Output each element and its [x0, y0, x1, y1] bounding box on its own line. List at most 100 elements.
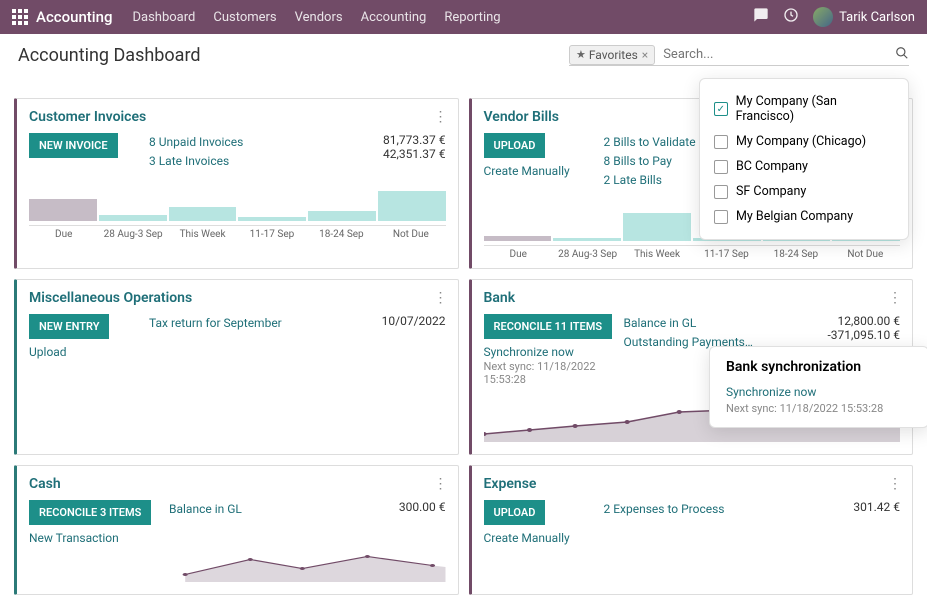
search-input[interactable] [661, 44, 895, 65]
new-transaction-link[interactable]: New Transaction [29, 531, 119, 545]
star-icon: ★ [576, 48, 586, 61]
page-title: Accounting Dashboard [18, 45, 201, 66]
company-option[interactable]: My Belgian Company [714, 204, 894, 229]
bar [623, 213, 691, 241]
axis-label: This Week [168, 229, 237, 240]
bar [238, 217, 306, 221]
new-invoice-button[interactable]: NEW INVOICE [29, 133, 118, 158]
card-cash: ⋮ Cash RECONCILE 3 ITEMS New Transaction… [14, 465, 459, 595]
axis-label: 11-17 Sep [692, 249, 761, 260]
invoices-barchart [29, 185, 446, 221]
company-label: My Belgian Company [736, 209, 853, 224]
bar [553, 238, 621, 241]
checkbox-icon[interactable] [714, 210, 728, 224]
company-label: BC Company [736, 159, 808, 174]
card-title: Cash [29, 476, 446, 492]
company-option[interactable]: ✓ My Company (San Francisco) [714, 89, 894, 129]
axis-label: Not Due [831, 249, 900, 260]
company-option[interactable]: My Company (Chicago) [714, 129, 894, 154]
bar [29, 199, 97, 221]
bank-sync-popup: Bank synchronization Synchronize now Nex… [709, 346, 927, 428]
company-option[interactable]: SF Company [714, 179, 894, 204]
activity-icon[interactable] [783, 7, 799, 27]
expense-upload-button[interactable]: UPLOAD [484, 500, 546, 525]
user-avatar[interactable] [813, 7, 833, 27]
axis-label: This Week [622, 249, 691, 260]
axis-label: Due [29, 229, 98, 240]
card-misc-operations: ⋮ Miscellaneous Operations NEW ENTRY Upl… [14, 279, 459, 455]
card-title: Miscellaneous Operations [29, 290, 446, 306]
outstanding-amount: -371,095.10 € [827, 328, 900, 342]
next-sync-text: Next sync: 11/18/2022 15:53:28 [484, 360, 624, 386]
balance-amount: 12,800.00 € [827, 314, 900, 328]
favorites-chip-label: Favorites [589, 48, 638, 62]
nav-accounting[interactable]: Accounting [361, 10, 427, 25]
checkbox-icon[interactable] [714, 135, 728, 149]
axis-label: Due [484, 249, 553, 260]
upload-link[interactable]: Upload [29, 345, 67, 359]
checkbox-icon[interactable] [714, 160, 728, 174]
company-option[interactable]: BC Company [714, 154, 894, 179]
company-label: My Company (San Francisco) [736, 94, 894, 124]
create-manually-link[interactable]: Create Manually [484, 164, 570, 178]
kebab-icon[interactable]: ⋮ [434, 476, 448, 492]
close-icon[interactable]: × [642, 48, 648, 62]
kebab-icon[interactable]: ⋮ [888, 290, 902, 306]
checkbox-icon[interactable]: ✓ [714, 102, 728, 116]
sync-now-link[interactable]: Synchronize now [726, 383, 912, 402]
checkbox-icon[interactable] [714, 185, 728, 199]
company-label: SF Company [736, 184, 806, 199]
kebab-icon[interactable]: ⋮ [434, 109, 448, 125]
messages-icon[interactable] [753, 7, 769, 27]
expenses-process-link[interactable]: 2 Expenses to Process [604, 500, 854, 519]
balance-gl-link[interactable]: Balance in GL [624, 314, 828, 333]
favorites-chip[interactable]: ★ Favorites × [569, 45, 655, 65]
expense-amount: 301.42 € [853, 500, 900, 514]
nav-dashboard[interactable]: Dashboard [132, 10, 195, 25]
card-title: Bank [484, 290, 901, 306]
unpaid-invoices-link[interactable]: 8 Unpaid Invoices [149, 133, 383, 152]
card-title: Expense [484, 476, 901, 492]
cash-amount: 300.00 € [399, 500, 446, 514]
axis-labels: Due 28 Aug-3 Sep This Week 11-17 Sep 18-… [484, 245, 901, 260]
late-invoices-link[interactable]: 3 Late Invoices [149, 152, 383, 171]
bar [169, 207, 237, 221]
axis-label: 28 Aug-3 Sep [553, 249, 622, 260]
upload-button[interactable]: UPLOAD [484, 133, 546, 158]
bar [99, 215, 167, 221]
card-customer-invoices: ⋮ Customer Invoices NEW INVOICE 8 Unpaid… [14, 98, 459, 269]
app-brand[interactable]: Accounting [36, 8, 112, 26]
kebab-icon[interactable]: ⋮ [434, 290, 448, 306]
bar [308, 211, 376, 221]
axis-labels: Due 28 Aug-3 Sep This Week 11-17 Sep 18-… [29, 225, 446, 240]
synchronize-link[interactable]: Synchronize now [484, 345, 574, 359]
company-selector-popup: ✓ My Company (San Francisco) My Company … [699, 78, 909, 240]
amount-late: 42,351.37 € [383, 147, 445, 161]
axis-label: 28 Aug-3 Sep [98, 229, 167, 240]
tax-return-link[interactable]: Tax return for September [149, 314, 382, 333]
new-entry-button[interactable]: NEW ENTRY [29, 314, 109, 339]
expense-create-link[interactable]: Create Manually [484, 531, 570, 545]
sync-next-text: Next sync: 11/18/2022 15:53:28 [726, 402, 912, 415]
date-value: 10/07/2022 [382, 314, 446, 328]
cash-balance-link[interactable]: Balance in GL [169, 500, 399, 519]
nav-customers[interactable]: Customers [213, 10, 276, 25]
sync-popup-title: Bank synchronization [726, 359, 912, 375]
nav-reporting[interactable]: Reporting [444, 10, 500, 25]
axis-label: Not Due [376, 229, 445, 240]
card-title: Customer Invoices [29, 109, 446, 125]
axis-label: 11-17 Sep [237, 229, 306, 240]
apps-icon[interactable] [12, 9, 28, 25]
kebab-icon[interactable]: ⋮ [888, 476, 902, 492]
username[interactable]: Tarik Carlson [839, 10, 915, 25]
top-nav: Accounting Dashboard Customers Vendors A… [0, 0, 927, 34]
company-label: My Company (Chicago) [736, 134, 866, 149]
amount-unpaid: 81,773.37 € [383, 133, 445, 147]
nav-vendors[interactable]: Vendors [295, 10, 343, 25]
search-icon[interactable] [895, 46, 909, 64]
reconcile-button[interactable]: RECONCILE 11 ITEMS [484, 314, 613, 339]
axis-label: 18-24 Sep [761, 249, 830, 260]
search-wrap: ★ Favorites × [569, 44, 909, 66]
bar [484, 236, 552, 241]
reconcile-cash-button[interactable]: RECONCILE 3 ITEMS [29, 500, 151, 525]
